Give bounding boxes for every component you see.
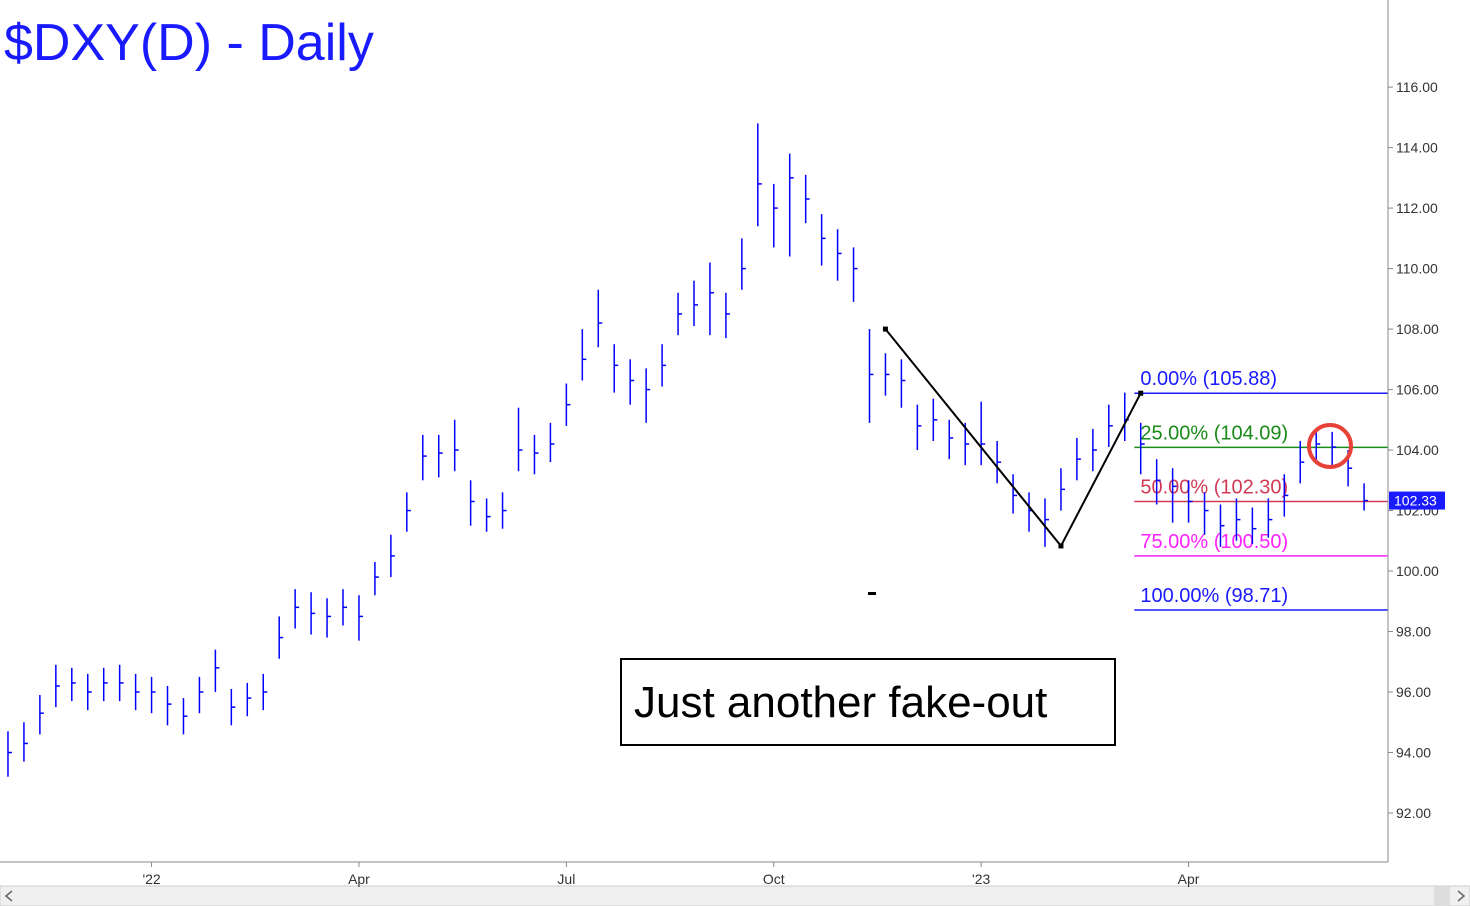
y-tick-label: 94.00 [1396, 745, 1431, 761]
fib-label: 50.00% (102.30) [1140, 476, 1288, 498]
y-tick-label: 92.00 [1396, 805, 1431, 821]
fib-label: 100.00% (98.71) [1140, 585, 1288, 607]
scrollbar[interactable] [0, 885, 1470, 906]
highlight-circle [1307, 423, 1353, 469]
plot-area: 0.00% (105.88) 25.00% (104.09) 50.00% (102… [7, 123, 1388, 777]
scroll-left[interactable] [4, 890, 13, 902]
scroll-right[interactable] [1457, 890, 1466, 902]
x-tick-label: Oct [763, 871, 785, 887]
annotation-text: Just another fake-out [634, 678, 1047, 727]
x-tick-label: Apr [348, 871, 370, 887]
y-tick-label: 98.00 [1396, 624, 1431, 640]
y-tick-label: 108.00 [1396, 321, 1439, 337]
y-tick-label: 112.00 [1396, 200, 1438, 216]
last-price-label: 102.33 [1394, 493, 1437, 509]
fib-label: 0.00% (105.88) [1140, 368, 1277, 390]
fib-label: 75.00% (100.50) [1140, 531, 1288, 553]
x-tick-label: '22 [142, 871, 160, 887]
fib-label: 25.00% (104.09) [1140, 422, 1288, 444]
y-tick-label: 110.00 [1396, 261, 1438, 277]
y-tick-label: 106.00 [1396, 382, 1439, 398]
last-price-box [1389, 491, 1445, 510]
x-tick-label: Apr [1178, 871, 1200, 887]
y-tick-label: 96.00 [1396, 684, 1431, 700]
x-tick-label: Jul [557, 871, 575, 887]
y-tick-label: 114.00 [1396, 140, 1438, 156]
y-tick-label: 104.00 [1396, 442, 1439, 458]
scroll-thumb[interactable] [1434, 887, 1450, 905]
x-tick-label: '23 [972, 871, 990, 887]
swing-point [1058, 543, 1064, 549]
swing-point [1138, 390, 1144, 396]
chart-title: $DXY(D) - Daily [4, 14, 374, 72]
annotation-box [620, 658, 1116, 746]
y-tick-label: 100.00 [1396, 563, 1439, 579]
dash-marker [868, 592, 876, 595]
y-tick-label: 116.00 [1396, 79, 1438, 95]
swing-point [882, 326, 888, 332]
